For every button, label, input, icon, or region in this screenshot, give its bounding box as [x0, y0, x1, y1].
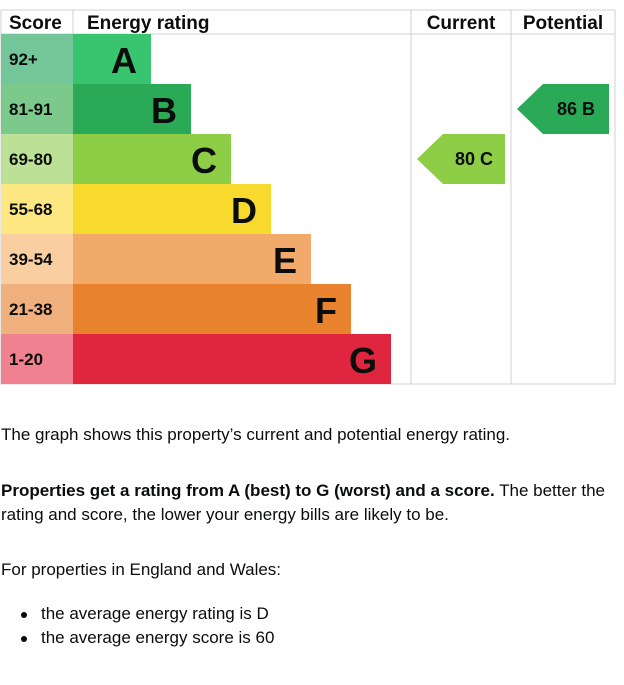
region-intro: For properties in England and Wales:: [1, 560, 282, 579]
header-energy-rating: Energy rating: [87, 13, 209, 34]
average-score-item: the average energy score is 60: [0, 626, 274, 650]
rating-bar: [73, 334, 391, 384]
score-range-label: 69-80: [9, 150, 52, 169]
score-range-label: 81-91: [9, 100, 52, 119]
rating-explanation-rest: The better the rating and score, the low…: [1, 481, 605, 524]
score-cell: [1, 84, 73, 134]
rating-letter: A: [111, 40, 137, 81]
current-rating-arrow: [417, 134, 505, 184]
score-range-label: 92+: [9, 50, 38, 69]
potential-rating-arrow-label: 86 B: [557, 99, 595, 119]
rating-bar: [73, 134, 231, 184]
current-rating-arrow-label: 80 C: [455, 149, 493, 169]
rating-letter: D: [231, 190, 257, 231]
rating-bar: [73, 284, 351, 334]
score-range-label: 55-68: [9, 200, 52, 219]
score-cell: [1, 234, 73, 284]
chart-description: The graph shows this property’s current …: [1, 425, 511, 444]
score-range-label: 21-38: [9, 300, 52, 319]
rating-letter: C: [191, 140, 217, 181]
average-list: the average energy rating is D the avera…: [0, 602, 274, 650]
header-potential: Potential: [523, 13, 603, 34]
rating-bar: [73, 34, 151, 84]
score-cell: [1, 334, 73, 384]
rating-explanation: Properties get a rating from A (best) to…: [1, 479, 621, 527]
score-range-label: 39-54: [9, 250, 53, 269]
header-score: Score: [9, 13, 62, 34]
score-cell: [1, 284, 73, 334]
potential-rating-arrow: [517, 84, 609, 134]
rating-letter: F: [315, 290, 337, 331]
rating-explanation-bold: Properties get a rating from A (best) to…: [1, 481, 495, 500]
score-cell: [1, 184, 73, 234]
rating-letter: G: [349, 340, 377, 381]
rating-bar: [73, 84, 191, 134]
score-cell: [1, 34, 73, 84]
rating-letter: B: [151, 90, 177, 131]
header-current: Current: [427, 13, 496, 34]
rating-bar: [73, 184, 271, 234]
score-range-label: 1-20: [9, 350, 43, 369]
rating-letter: E: [273, 240, 297, 281]
average-rating-item: the average energy rating is D: [0, 602, 274, 626]
rating-bar: [73, 234, 311, 284]
score-cell: [1, 134, 73, 184]
energy-rating-chart: Score Energy rating Current Potential 92+ A 81…: [0, 9, 616, 385]
